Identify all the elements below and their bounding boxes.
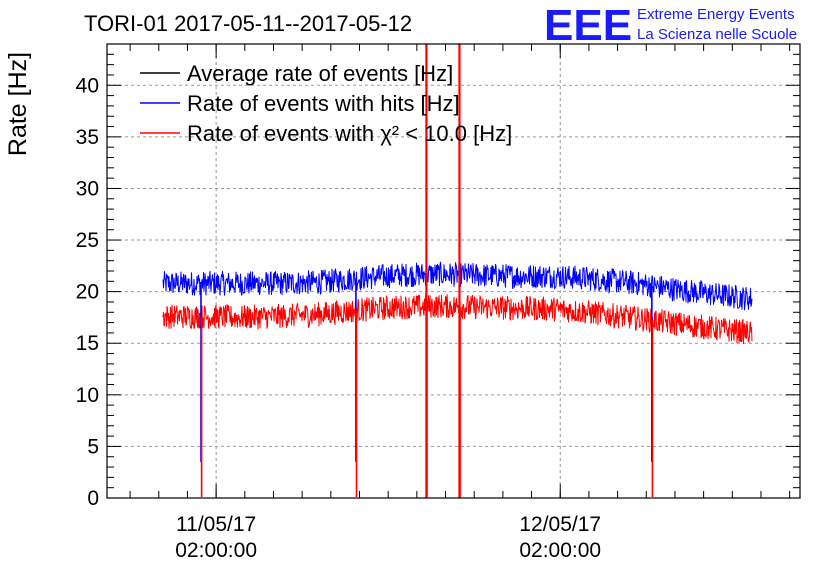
eee-logo-mark: EEE (544, 1, 632, 50)
eee-logo-line1: Extreme Energy Events (637, 6, 795, 23)
series-layer (162, 44, 753, 498)
y-tick-label: 25 (76, 229, 99, 252)
y-axis-title: Rate [Hz] (4, 52, 32, 156)
legend-label: Rate of events with hits [Hz] (187, 91, 460, 116)
y-tick-label: 5 (87, 435, 99, 458)
y-tick-label: 35 (76, 126, 99, 149)
x-tick-label-time: 02:00:00 (519, 539, 601, 562)
series-line-1 (162, 261, 753, 311)
series-line-2 (162, 294, 753, 345)
x-tick-label-time: 02:00:00 (175, 539, 257, 562)
y-tick-label: 0 (87, 487, 99, 510)
legend-label: Average rate of events [Hz] (187, 61, 453, 86)
legend: Average rate of events [Hz] Rate of event… (140, 61, 512, 146)
legend-label: Rate of events with χ² < 10.0 [Hz] (187, 121, 512, 146)
chart-title: TORI-01 2017-05-11--2017-05-12 (84, 11, 412, 36)
y-tick-label: 30 (76, 177, 99, 200)
y-tick-label: 40 (76, 74, 99, 97)
eee-logo-line2: La Scienza nelle Scuole (637, 26, 797, 43)
ticks: 0 5 10 15 20 25 30 35 40 11/05/17 02:00:00 12/05/17… (76, 43, 800, 562)
eee-logo: EEE Extreme Energy Events La Scienza nel… (544, 1, 797, 50)
x-tick-label-date: 12/05/17 (519, 513, 601, 536)
y-tick-label: 20 (76, 281, 99, 304)
y-tick-label: 15 (76, 332, 99, 355)
x-tick-label-date: 11/05/17 (176, 513, 256, 536)
y-tick-label: 10 (76, 384, 99, 407)
